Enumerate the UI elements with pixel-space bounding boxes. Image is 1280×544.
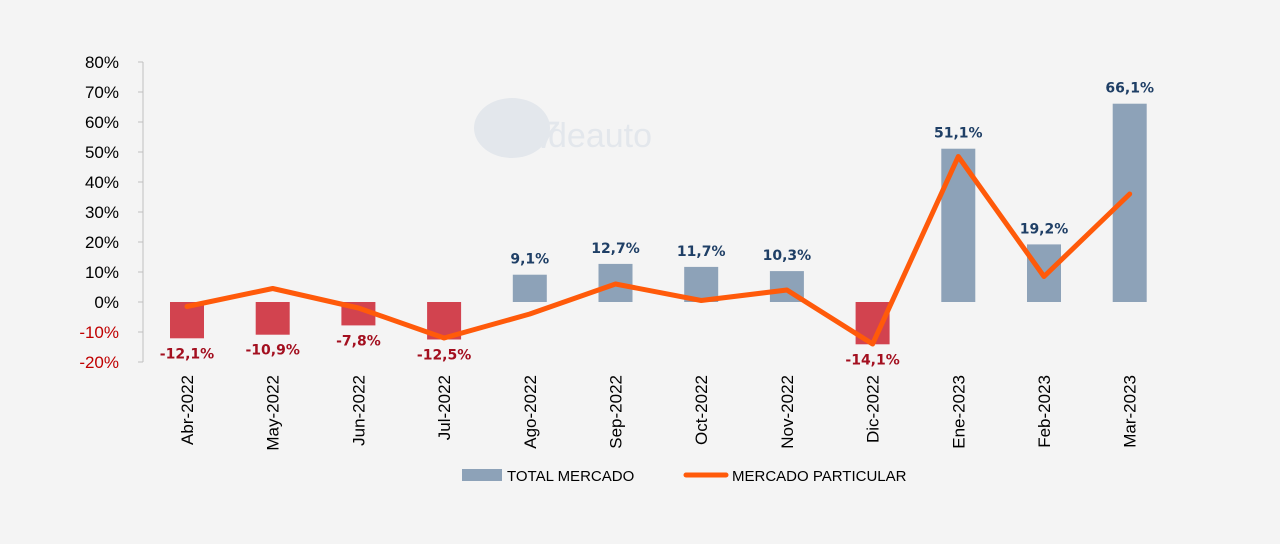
bar-may-2022 (255, 302, 290, 335)
y-tick-label: -10% (79, 323, 119, 342)
x-tick-label: Jul-2022 (435, 375, 454, 440)
data-label: -7,8% (336, 333, 381, 349)
y-tick-label: 40% (85, 173, 119, 192)
legend: TOTAL MERCADO MERCADO PARTICULAR (462, 468, 907, 485)
x-tick-label: Sep-2022 (607, 375, 626, 449)
data-label: 19,2% (1020, 221, 1069, 237)
y-tick-label: 80% (85, 53, 119, 72)
legend-label-mercado-particular: MERCADO PARTICULAR (732, 468, 907, 485)
data-label: -10,9% (246, 343, 300, 359)
x-axis-labels: Abr-2022 May-2022 Jun-2022 Jul-2022 Ago-2022… (178, 375, 1140, 451)
data-label: 10,3% (763, 248, 812, 264)
y-tick-label: 70% (85, 83, 119, 102)
x-tick-label: May-2022 (264, 375, 283, 451)
x-tick-label: Abr-2022 (178, 375, 197, 445)
line-series-mercado-particular (184, 154, 1133, 347)
legend-label-total-mercado: TOTAL MERCADO (507, 468, 634, 485)
data-label: 51,1% (934, 126, 983, 142)
data-labels: -12,1% -10,9% -7,8% -12,5% 9,1% 12,7% 11,7% 10,… (160, 81, 1154, 369)
watermark-logo: 7 deauto (474, 98, 652, 158)
data-label: -14,1% (845, 352, 899, 368)
data-label: 66,1% (1105, 81, 1154, 97)
y-tick-label: 30% (85, 203, 119, 222)
data-label: 12,7% (591, 241, 640, 257)
y-tick-label: 10% (85, 263, 119, 282)
data-label: -12,1% (160, 346, 214, 362)
x-tick-label: Nov-2022 (778, 375, 797, 449)
legend-swatch-total-mercado (462, 469, 502, 481)
x-tick-label: Ago-2022 (521, 375, 540, 449)
x-tick-label: Ene-2023 (949, 375, 968, 449)
x-tick-label: Jun-2022 (349, 375, 368, 446)
x-tick-label: Dic-2022 (864, 375, 883, 443)
x-tick-label: Oct-2022 (692, 375, 711, 445)
svg-text:7: 7 (537, 115, 560, 157)
data-label: 9,1% (510, 252, 549, 268)
y-tick-label: 20% (85, 233, 119, 252)
data-label: -12,5% (417, 348, 471, 364)
y-tick-label: 50% (85, 143, 119, 162)
x-tick-label: Mar-2023 (1121, 375, 1140, 448)
mercado-particular-line (184, 154, 1133, 347)
bar-ago-2022 (512, 274, 547, 302)
y-tick-label: 60% (85, 113, 119, 132)
data-label: 11,7% (677, 244, 726, 260)
bar-series-total-mercado (170, 103, 1147, 345)
y-axis: -20% -10% 0% 10% 20% 30% 40% 50% 60% 70% 80% (79, 53, 144, 372)
y-tick-label: -20% (79, 353, 119, 372)
watermark-text: deauto (548, 117, 652, 155)
x-tick-label: Feb-2023 (1035, 375, 1054, 448)
y-tick-label: 0% (94, 293, 119, 312)
